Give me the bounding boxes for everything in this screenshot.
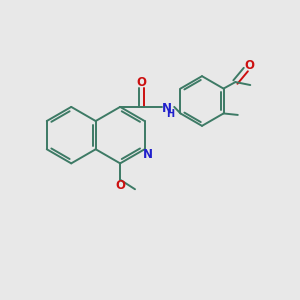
Text: N: N (143, 148, 153, 161)
Text: O: O (244, 58, 254, 72)
Text: O: O (136, 76, 146, 89)
Text: N: N (162, 102, 172, 115)
Text: O: O (115, 178, 125, 192)
Text: H: H (166, 109, 174, 119)
